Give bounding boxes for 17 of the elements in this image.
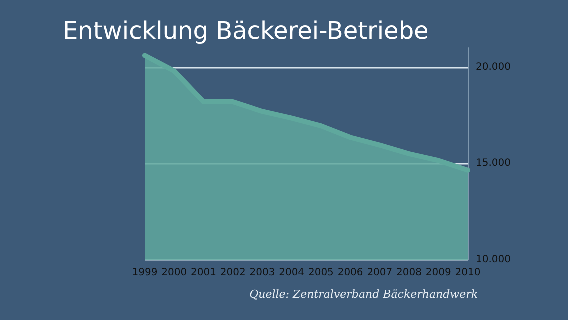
x-tick-label: 2008 xyxy=(396,268,422,278)
x-tick-label: 2010 xyxy=(455,268,481,278)
x-tick-label: 2009 xyxy=(426,268,452,278)
x-tick-label: 2001 xyxy=(191,268,216,278)
x-tick-label: 2005 xyxy=(308,268,334,278)
chart-title: Entwicklung Bäckerei-Betriebe xyxy=(63,17,429,45)
x-tick-label: 2006 xyxy=(338,268,364,278)
x-tick-label: 1999 xyxy=(132,268,158,278)
y-tick-label: 15.000 xyxy=(476,158,511,170)
y-tick-label: 10.000 xyxy=(476,254,511,266)
x-tick-label: 2003 xyxy=(250,268,276,278)
x-tick-label: 2002 xyxy=(220,268,246,278)
y-tick-label: 20.000 xyxy=(476,62,511,73)
x-tick-label: 2000 xyxy=(162,268,188,278)
x-tick-label: 2007 xyxy=(367,268,393,278)
source-note: Quelle: Zentralverband Bäckerhandwerk xyxy=(250,288,478,301)
x-tick-label: 2004 xyxy=(279,268,305,278)
